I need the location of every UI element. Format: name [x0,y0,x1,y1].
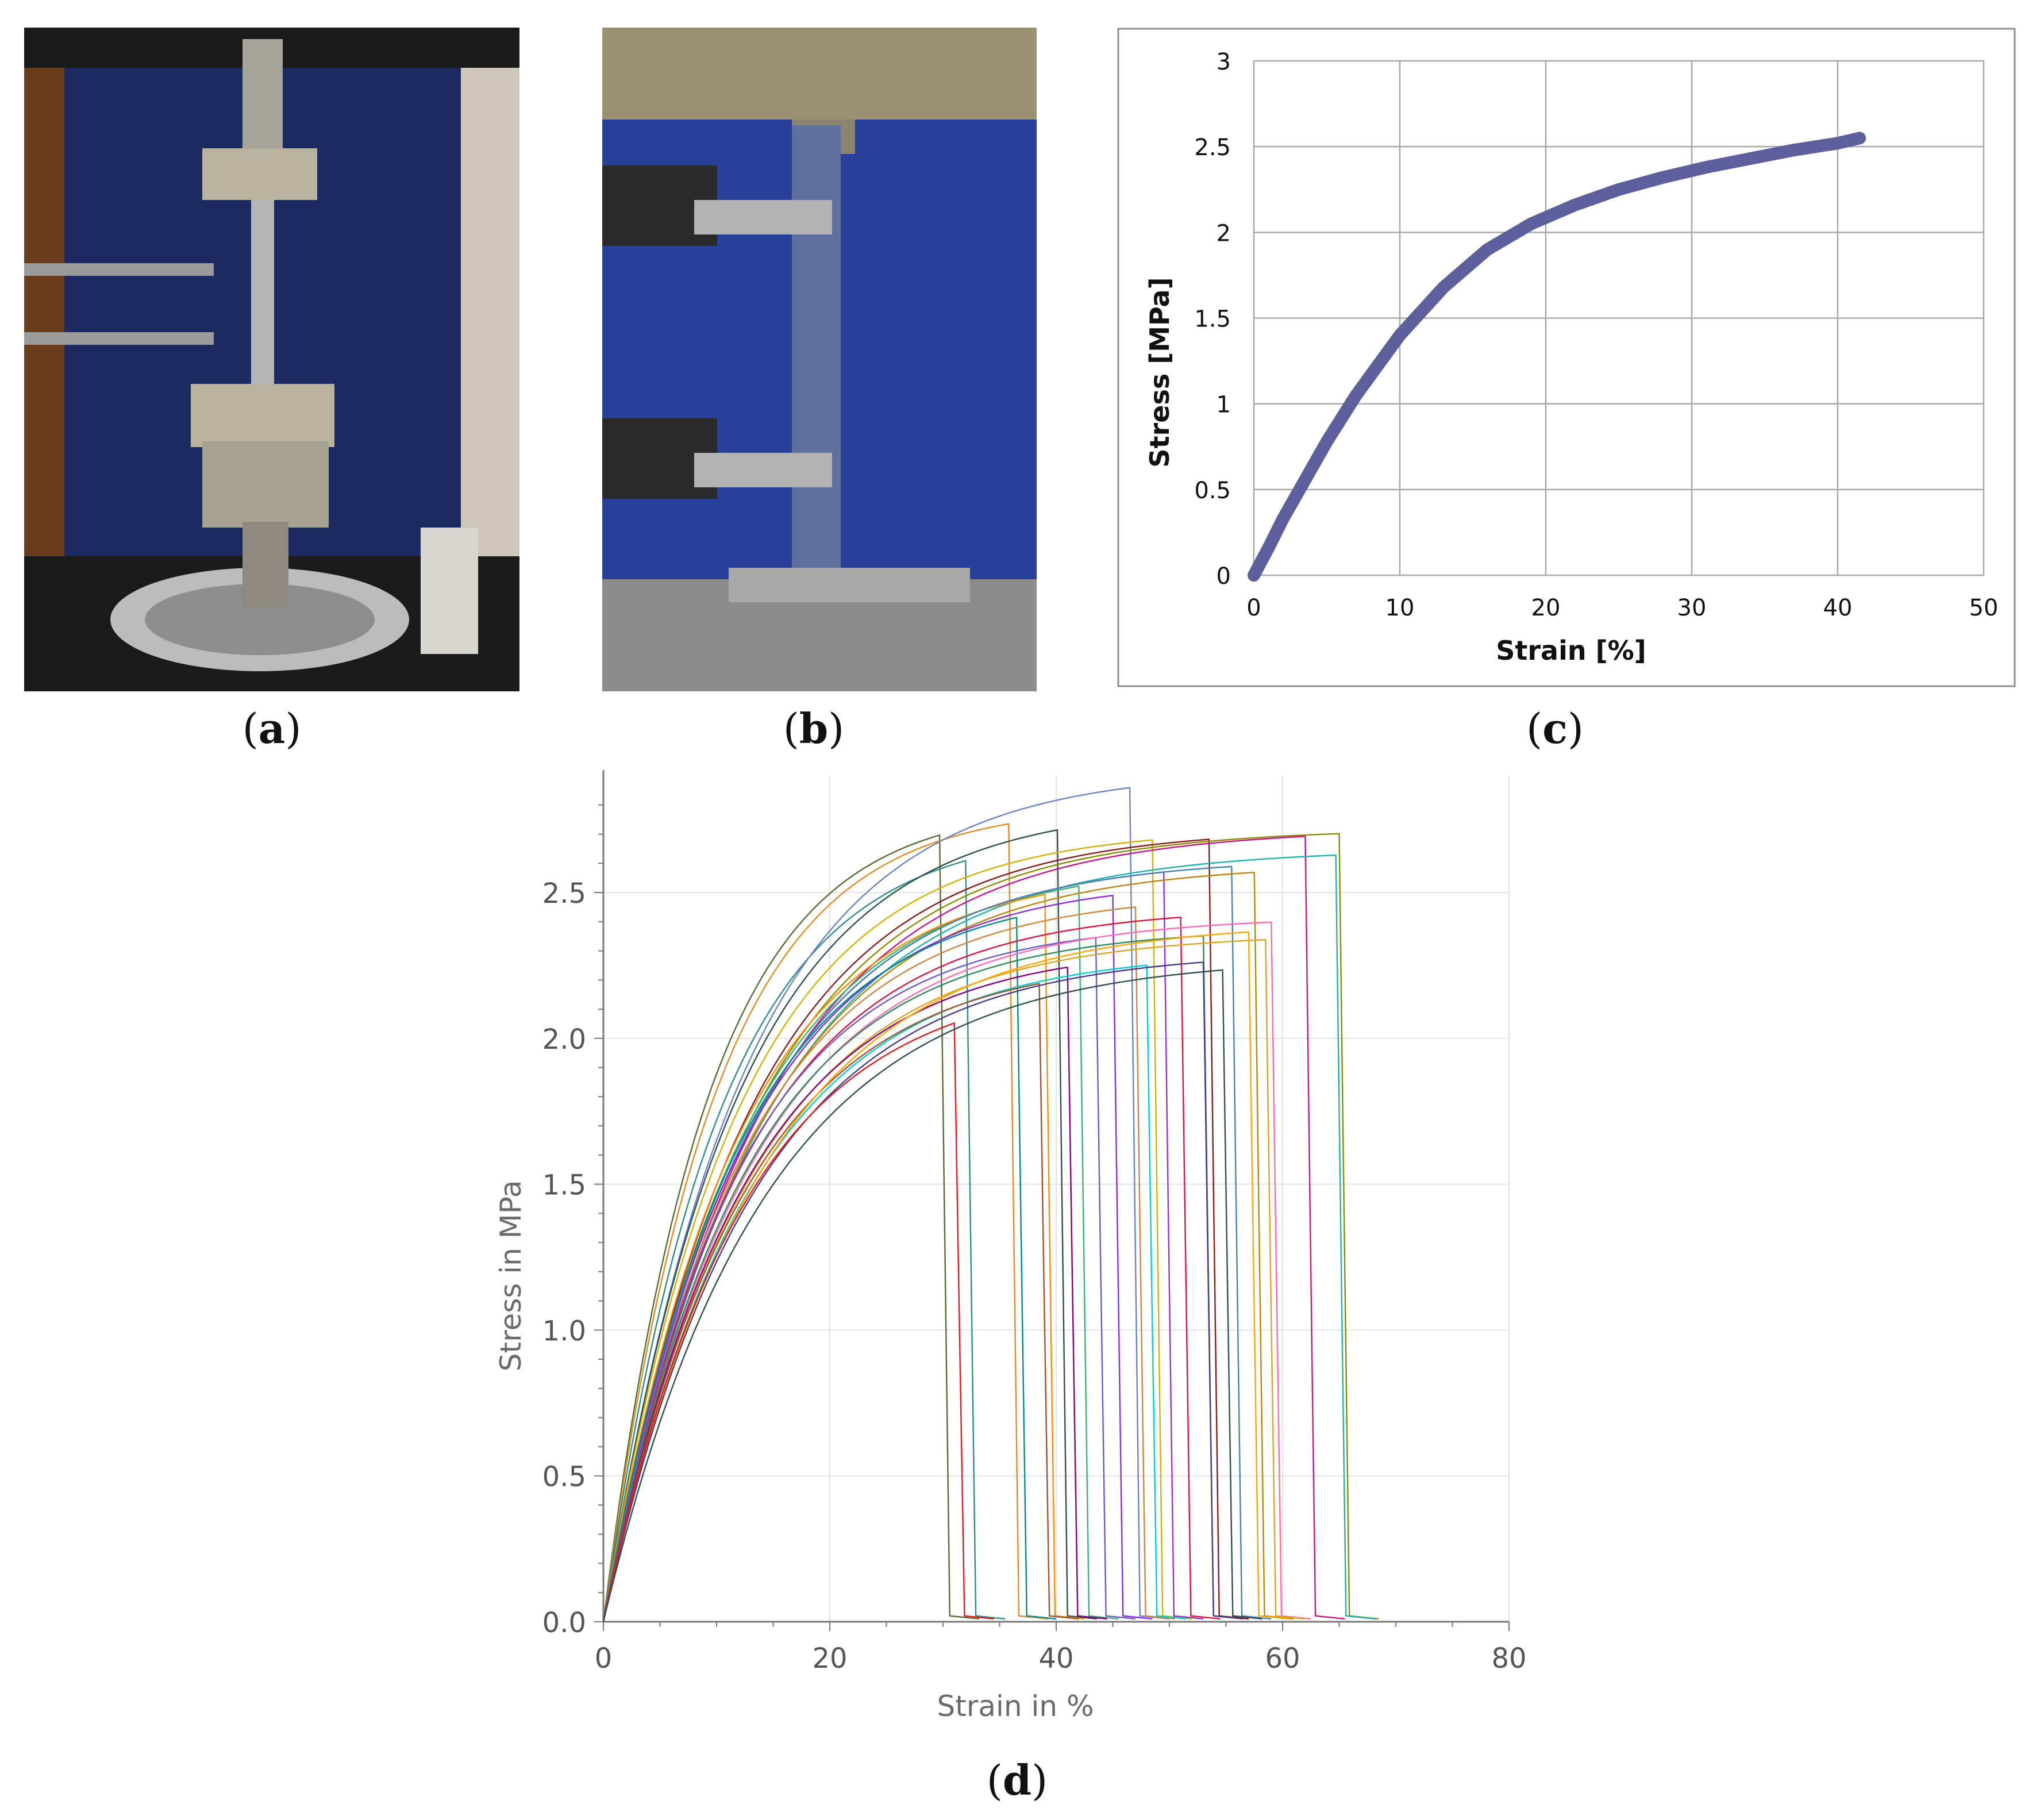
chart-d-y-tick-label: 2.5 [542,878,586,910]
chart-d-series-line [602,966,1107,1622]
chart-d-y-tick-label: 0.5 [542,1461,586,1493]
specimen-grips-closeup-photo-icon [602,28,1037,691]
caption-d: (d) [986,1756,1048,1805]
chart-d-series-line [602,961,1244,1622]
chart-c: 0 0.5 1 1.5 2 2.5 3 0 10 20 30 40 50 Strain [%] Stre… [1117,28,2016,687]
caption-a-letter: a [258,704,286,753]
chart-c-svg: 00.511.522.530 10 20 30 40 50 Strain [%] Stre… [1117,28,2016,687]
chart-d-x-tick-label: 40 [1038,1642,1073,1675]
chart-d-y-tick-label: 0.0 [542,1607,586,1639]
chart-d-series-line [602,917,1057,1622]
chart-d-series-line [602,937,1136,1622]
photo-b [602,28,1037,691]
chart-d-series-line [602,787,1170,1622]
chart-d-series-line [602,935,1244,1622]
chart-d-series-line [602,917,1221,1622]
chart-d-series-line [602,865,1272,1622]
chart-d-series-line [602,983,1079,1622]
chart-d-x-axis-label: Strain in % [937,1690,1094,1723]
chart-d-x-tick-label: 0 [595,1642,613,1675]
caption-c-letter: c [1542,704,1568,753]
chart-c-x-tick-label: 10 [1385,595,1415,621]
chart-d: 0.0 0.5 1.0 1.5 2.0 2.5 0 20 40 60 80 Strain in % … [483,759,1552,1736]
photo-a [24,28,519,691]
caption-c: (c) [1526,704,1584,753]
chart-d-series-line [602,964,1187,1622]
caption-d-letter: d [1002,1756,1032,1805]
chart-d-series-line [602,829,1098,1622]
chart-d-series-line [602,839,1192,1622]
chart-d-series-line [602,906,1175,1622]
chart-c-x-tick-label: 0 [1246,595,1261,621]
chart-c-x-axis-label: Strain [%] [1496,635,1646,666]
chart-d-series-line [602,939,1306,1622]
chart-c-y-tick-label: 3 [1217,49,1231,75]
caption-a: (a) [242,704,302,753]
chart-c-x-tick-label: 30 [1677,595,1707,621]
chart-c-x-tick-label: 40 [1823,595,1853,621]
chart-c-frame [1117,28,2016,687]
chart-c-y-tick-label: 2.5 [1194,134,1231,161]
chart-d-series-line [602,823,1049,1622]
chart-c-x-tick-label: 20 [1531,595,1561,621]
chart-d-y-axis-label: Stress in MPa [494,1180,528,1372]
chart-d-x-tick-label: 60 [1265,1642,1300,1675]
chart-d-x-tick-label: 80 [1491,1642,1526,1675]
chart-c-y-tick-label: 0.5 [1194,478,1231,504]
chart-c-y-tick-label: 1.5 [1194,306,1231,333]
chart-d-y-tick-label: 1.0 [542,1315,586,1347]
chart-c-series-line [1248,132,1866,582]
caption-b-letter: b [799,704,829,753]
chart-d-series-line [602,921,1311,1622]
chart-d-series-line [602,969,1262,1622]
chart-c-y-tick-label: 1 [1217,392,1231,418]
chart-d-series-line [602,1022,994,1622]
chart-d-series-line [602,836,1345,1622]
chart-d-x-tick-label: 20 [812,1642,847,1675]
chart-d-y-tick-label: 2.0 [542,1024,586,1056]
chart-d-series-line [602,838,1249,1622]
chart-c-y-tick-label: 2 [1217,220,1231,247]
chart-c-x-tick-label: 50 [1969,595,1999,621]
caption-b: (b) [783,704,845,753]
tensile-testing-machine-photo-icon [24,28,519,691]
chart-c-y-axis-label: Stress [MPa] [1144,277,1175,467]
chart-d-svg: 0.00.51.01.52.02.50 20 40 60 80 Strain in % … [494,770,1527,1723]
chart-d-series-line [602,894,1153,1622]
chart-d-series-line [602,834,980,1622]
chart-d-y-tick-label: 1.5 [542,1169,586,1202]
chart-c-y-tick-label: 0 [1217,563,1231,590]
